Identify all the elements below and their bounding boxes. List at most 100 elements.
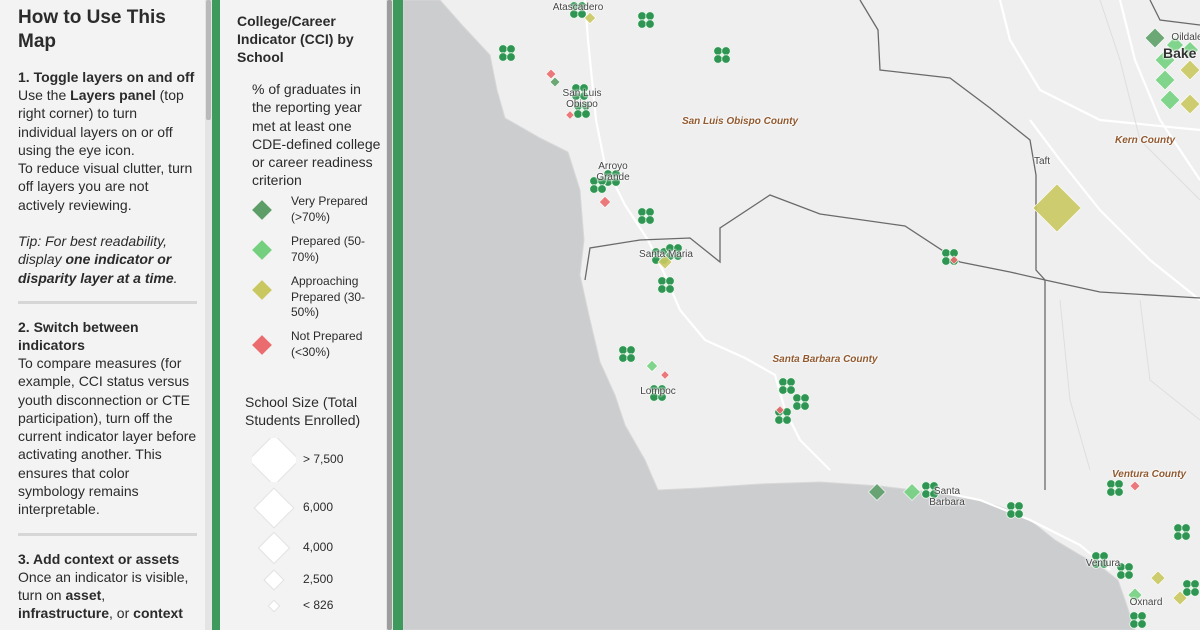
county-boundaries bbox=[584, 0, 1200, 490]
legend-label: Very Prepared (>70%) bbox=[291, 194, 368, 224]
clover-leaf bbox=[782, 415, 792, 425]
help-panel: How to Use This Map 1. Toggle layers on … bbox=[0, 0, 205, 630]
legend-swatch bbox=[252, 280, 272, 300]
legend-items: Very Prepared (>70%) Prepared (50-70%) App… bbox=[220, 192, 386, 367]
legend-item: Not Prepared (<30%) bbox=[250, 327, 386, 367]
legend-swatch bbox=[252, 335, 272, 355]
clover-leaf bbox=[581, 109, 591, 119]
paragraph: To compare measures (for example, CCI st… bbox=[18, 354, 197, 519]
clover-center bbox=[625, 352, 629, 356]
clover-leaf bbox=[577, 9, 587, 19]
clover-center bbox=[656, 391, 660, 395]
clover-leaf bbox=[929, 489, 939, 499]
size-item: 4,000 bbox=[220, 531, 386, 564]
school-icon bbox=[637, 207, 655, 225]
map-label: Bake bbox=[1163, 45, 1197, 61]
clover-leaf bbox=[1190, 587, 1200, 597]
paragraph: Use the Layers panel (top right corner) … bbox=[18, 86, 197, 159]
paragraph: Once an indicator is visible, turn on as… bbox=[18, 568, 197, 623]
help-section: 2. Switch between indicators To compare m… bbox=[18, 318, 197, 536]
text-run: one indicator or disparity layer at a ti… bbox=[18, 251, 174, 286]
legend-scrollbar[interactable] bbox=[386, 0, 393, 630]
clover-leaf bbox=[1124, 570, 1134, 580]
text-run: context bbox=[133, 605, 183, 622]
legend-item: Prepared (50-70%) bbox=[250, 232, 386, 272]
size-item: 6,000 bbox=[220, 487, 386, 529]
scroll-thumb[interactable] bbox=[206, 0, 211, 120]
school-icon bbox=[571, 83, 589, 101]
school-icon bbox=[589, 176, 607, 194]
school-icon bbox=[618, 345, 636, 363]
map-label: San Luis Obispo County bbox=[681, 116, 799, 127]
school-icon bbox=[1006, 501, 1024, 519]
clover-center bbox=[720, 53, 724, 57]
school-diamond bbox=[1032, 183, 1082, 233]
clover-leaf bbox=[626, 353, 636, 363]
swatch-diamond bbox=[252, 280, 272, 300]
map-label: Santa Maria bbox=[639, 249, 693, 260]
school-diamond bbox=[1150, 570, 1166, 586]
text-run: To compare measures (for example, CCI st… bbox=[18, 354, 197, 518]
school-diamond bbox=[1179, 59, 1200, 81]
clover-leaf bbox=[1014, 509, 1024, 519]
tip: Tip: For best readability, display one i… bbox=[18, 232, 197, 287]
map-label: Atascadero bbox=[552, 2, 604, 13]
clover-leaf bbox=[597, 184, 607, 194]
size-label: 4,000 bbox=[303, 539, 334, 554]
school-diamond bbox=[1127, 587, 1143, 603]
clover-center bbox=[948, 255, 952, 259]
clover-center bbox=[1098, 558, 1102, 562]
school-diamond bbox=[545, 68, 557, 80]
size-symbol bbox=[252, 437, 296, 482]
clover-center bbox=[580, 108, 584, 112]
help-scrollbar[interactable] bbox=[205, 0, 212, 630]
clover-leaf bbox=[579, 91, 589, 101]
markers bbox=[498, 1, 1200, 629]
clover-center bbox=[578, 90, 582, 94]
section-heading: 3. Add context or assets bbox=[18, 550, 180, 567]
school-diamond bbox=[903, 483, 921, 501]
school-icon bbox=[603, 169, 621, 187]
map-label: Oildale bbox=[1171, 32, 1200, 43]
legend-label: Not Prepared (<30%) bbox=[291, 329, 363, 359]
school-diamond bbox=[1154, 49, 1176, 71]
legend-label: Approaching Prepared (30-50%) bbox=[291, 274, 366, 319]
school-diamond bbox=[660, 370, 670, 380]
school-diamond bbox=[1144, 27, 1166, 49]
minor-boundaries bbox=[1059, 0, 1200, 471]
school-diamond bbox=[1129, 480, 1141, 492]
clover-center bbox=[781, 414, 785, 418]
clover-center bbox=[610, 176, 614, 180]
scroll-thumb[interactable] bbox=[387, 0, 392, 630]
size-label: < 826 bbox=[303, 597, 334, 612]
panel-divider bbox=[393, 0, 403, 630]
legend-label: Prepared (50-70%) bbox=[291, 234, 366, 264]
school-diamond bbox=[1166, 36, 1184, 54]
clover-center bbox=[672, 250, 676, 254]
clover-center bbox=[1013, 508, 1017, 512]
school-diamond bbox=[565, 110, 575, 120]
school-diamond bbox=[645, 359, 659, 373]
clover-leaf bbox=[645, 19, 655, 29]
map-label: Ventura County bbox=[1111, 469, 1187, 480]
map-label: Oxnard bbox=[1129, 597, 1163, 608]
clover-leaf bbox=[673, 251, 683, 261]
text-run: (top right corner) to turn individual la… bbox=[18, 87, 184, 158]
map[interactable]: Atascadero San Luis Obispo Arroyo Grande Sa… bbox=[403, 0, 1200, 630]
size-diamond bbox=[253, 487, 295, 529]
size-item: > 7,500 bbox=[220, 437, 386, 482]
school-diamond bbox=[1181, 41, 1199, 59]
school-diamond bbox=[1179, 93, 1200, 115]
clover-leaf bbox=[1181, 531, 1191, 541]
clover-center bbox=[644, 214, 648, 218]
text-run: For best readability, display bbox=[18, 233, 168, 268]
school-icon bbox=[657, 276, 675, 294]
section-heading: 2. Switch between indicators bbox=[18, 318, 139, 353]
clover-leaf bbox=[1114, 487, 1124, 497]
school-icon bbox=[1173, 523, 1191, 541]
text-run: , bbox=[101, 586, 106, 603]
school-diamond bbox=[1159, 89, 1181, 111]
school-icon bbox=[569, 1, 587, 19]
clover-leaf bbox=[1137, 619, 1147, 629]
